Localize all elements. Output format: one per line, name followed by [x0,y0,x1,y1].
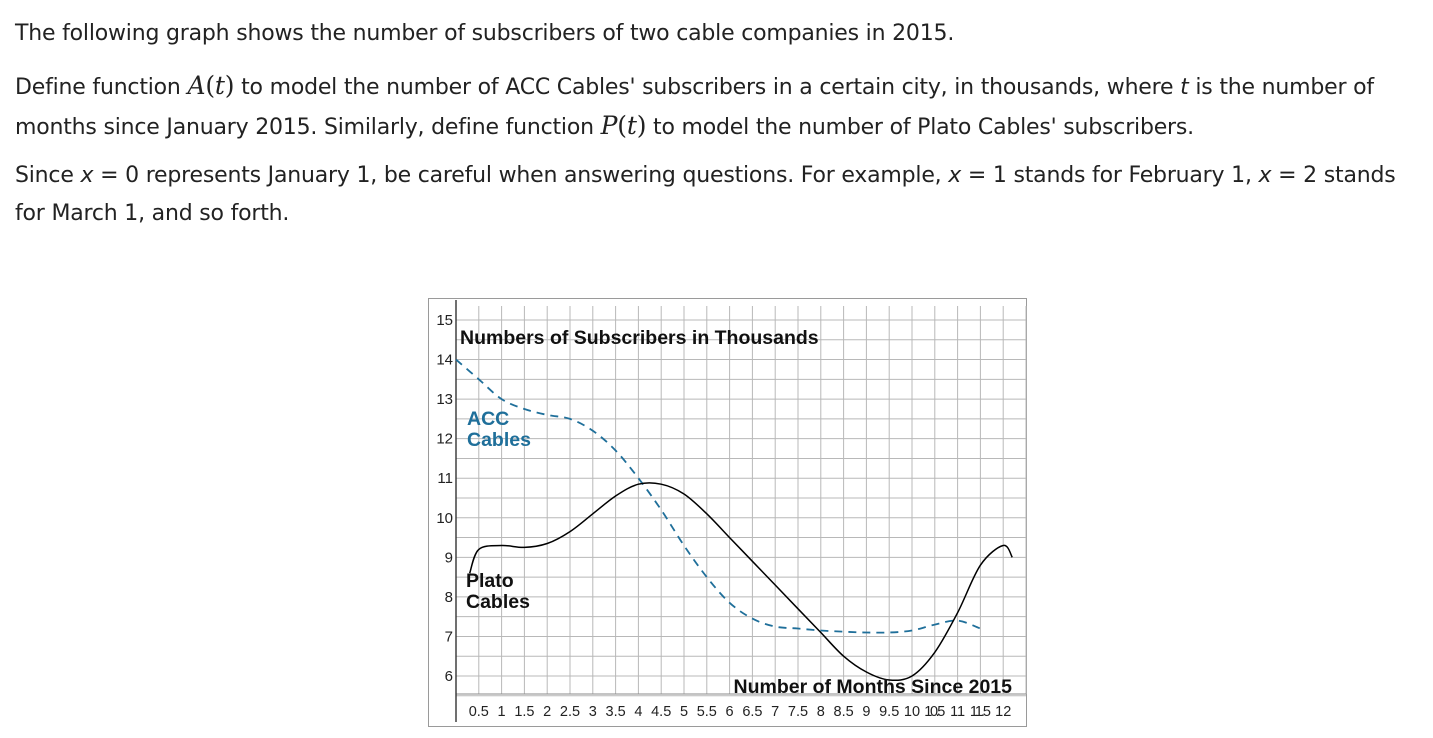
x-tick-label: 4 [634,704,642,720]
variable-x: x [1258,163,1272,188]
y-tick-label: 12 [436,431,453,448]
intro-sentence-2-part-1: Define function [15,75,188,100]
intro-sentence-2-part-3: is the number of months since January 20… [15,75,1374,140]
y-tick-label: 6 [445,668,453,685]
variable-x: x [948,163,962,188]
x-tick-label: 1 [498,704,506,720]
x-tick-labels: 0.5 1 1.5 2 2.5 3 3.5 4 4.5 5 5.5 6 6.5 7 7.5 8 8.5 9 9.5 1… [469,704,1012,720]
y-tick-label: 9 [445,549,453,566]
series-lines [455,358,1013,682]
x-tick-label: 0.5 [469,704,489,720]
y-tick-label: 10 [436,510,453,527]
x-tick-label: 2 [543,704,551,720]
x-tick-label: 11 [950,704,965,720]
intro-sentence-2-part-2: to model the number of ACC Cables' subsc… [234,75,1181,100]
x-tick-label: 3 [589,704,597,720]
x-tick-label: 1.5 [514,704,534,720]
intro-sentence-2: Define function A(t) to model the number… [15,67,1425,147]
x-tick-label: 7 [771,704,779,720]
legend-acc-line-2: Cables [467,429,531,451]
y-tick-label: 11 [437,470,453,487]
y-tick-labels: 6 7 8 9 10 11 12 13 14 15 [436,312,453,685]
y-tick-label: 15 [436,312,453,329]
y-tick-label: 7 [445,628,453,645]
intro-sentence-1: The following graph shows the number of … [15,21,955,46]
variable-x: x [80,163,94,188]
x-tick-label: 7.5 [788,704,808,720]
x-tick-label: 8.5 [834,704,854,720]
x-tick-label: 11.5 [970,704,991,720]
legend-acc-line-1: ACC [467,408,509,430]
x-tick-label: 5.5 [697,704,717,720]
x-axis-label: Number of Months Since 2015 [734,676,1013,698]
function-p-notation: P(t) [600,111,647,140]
x-tick-label: 3.5 [606,704,626,720]
plato-cables-line [468,482,1013,682]
x-tick-label: 10.5 [924,704,945,720]
function-a-notation: A(t) [187,71,235,100]
legend-plato-line-1: Plato [466,570,514,592]
x-tick-label: 9 [862,704,870,720]
variable-t: t [1180,75,1189,100]
x-tick-label: 8 [817,704,825,720]
x-tick-label: 2.5 [560,704,580,720]
chart-title: Numbers of Subscribers in Thousands [460,327,819,349]
legend-plato-line-2: Cables [466,591,530,613]
chart-frame [428,298,1027,727]
x-tick-label: 10 [904,704,920,720]
x-tick-label: 5 [680,704,688,720]
y-tick-label: 13 [436,391,453,408]
x-tick-label: 4.5 [651,704,671,720]
y-tick-label: 14 [436,352,453,369]
x-tick-label: 12 [995,704,1011,720]
y-tick-label: 8 [445,589,453,606]
x-tick-label: 6.5 [742,704,762,720]
acc-cables-line [455,358,981,634]
intro-sentence-3: Since x = 0 represents January 1, be car… [15,163,1396,226]
x-tick-label: 6 [726,704,734,720]
chart-grid [456,306,1027,697]
intro-sentence-2-part-4: to model the number of Plato Cables' sub… [646,115,1194,140]
x-tick-label: 9.5 [879,704,899,720]
